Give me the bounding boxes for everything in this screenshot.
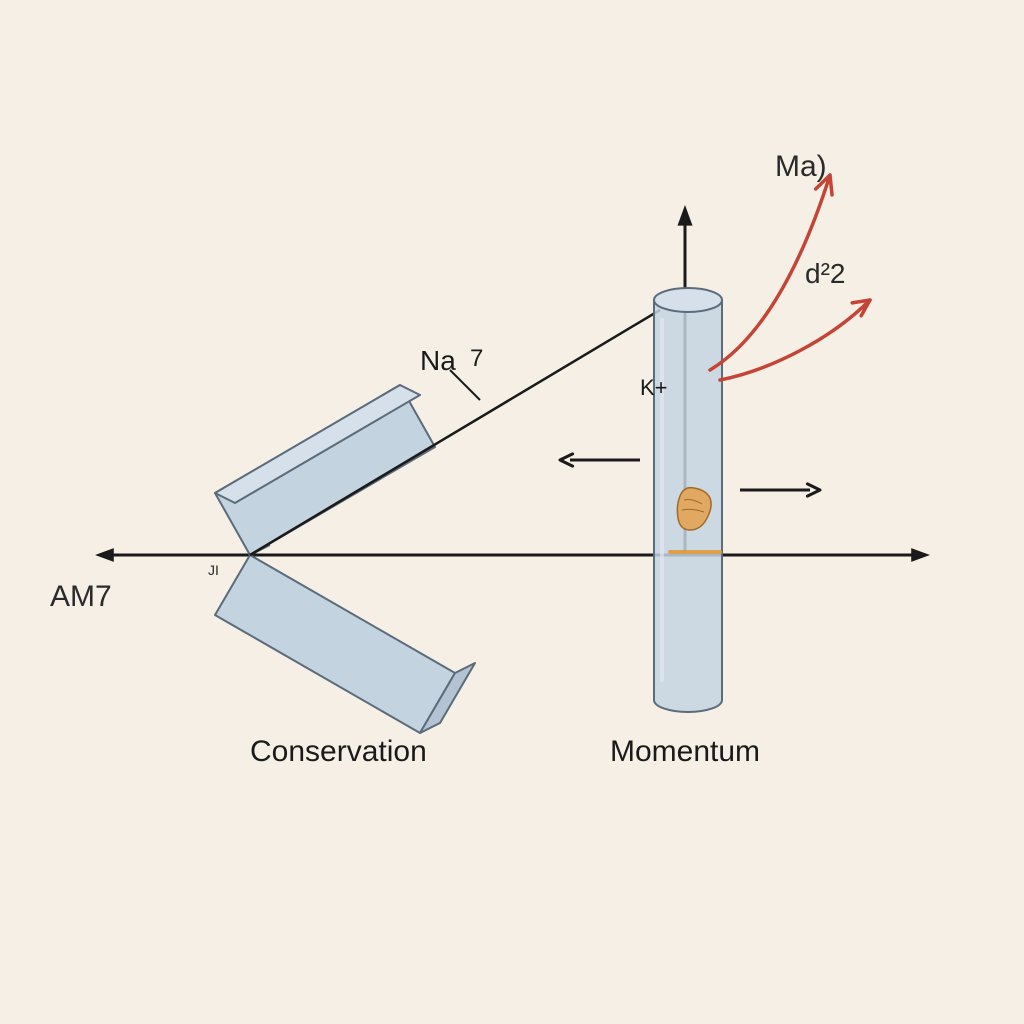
angled-block <box>215 385 475 733</box>
label-kplus: K+ <box>640 375 668 401</box>
label-na: Na <box>420 345 456 377</box>
label-ji: JI <box>208 562 219 578</box>
label-momentum: Momentum <box>610 735 760 769</box>
label-d2: d²2 <box>805 258 845 290</box>
label-ma: Ma) <box>775 150 827 184</box>
label-conservation: Conservation <box>250 735 427 769</box>
label-na_sym: 7 <box>470 345 483 373</box>
label-am7: AM7 <box>50 580 112 614</box>
red-arrows <box>710 175 870 380</box>
diagram-svg <box>0 0 1024 1024</box>
diagram-canvas: AM7 JI Na 7 K+ Ma) d²2 Conservation Momentum <box>0 0 1024 1024</box>
